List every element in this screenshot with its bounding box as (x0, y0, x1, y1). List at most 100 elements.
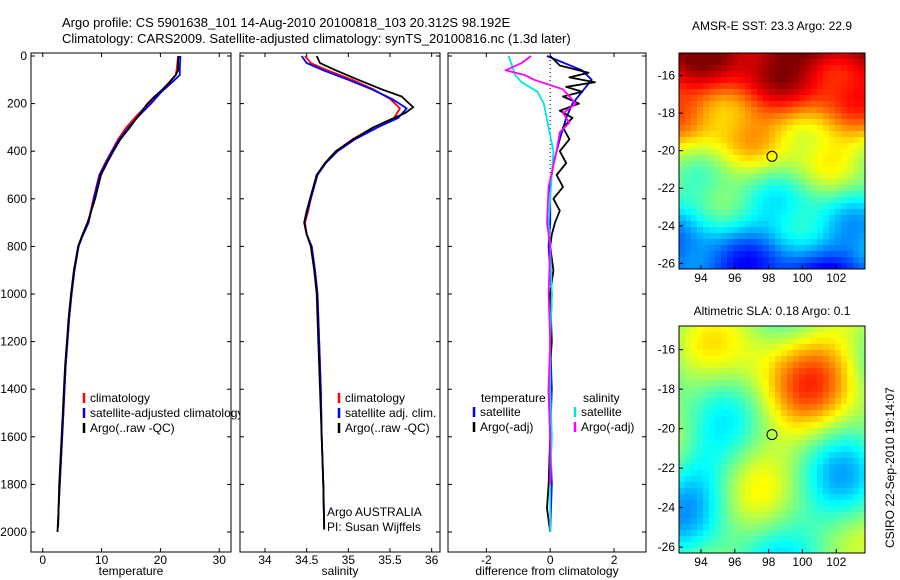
heatmap-cell (823, 83, 830, 90)
heatmap-cell (763, 125, 770, 132)
heatmap-cell (817, 380, 824, 387)
heatmap-cell (781, 524, 788, 531)
heatmap-cell (817, 374, 824, 381)
heatmap-cell (697, 500, 704, 507)
heatmap-cell (763, 107, 770, 114)
heatmap-cell (733, 488, 740, 495)
heatmap-cell (709, 422, 716, 429)
heatmap-cell (709, 332, 716, 339)
heatmap-cell (721, 512, 728, 519)
heatmap-cell (841, 404, 848, 411)
heatmap-cell (721, 257, 728, 264)
heatmap-cell (727, 476, 734, 483)
heatmap-cell (733, 464, 740, 471)
heatmap-cell (691, 77, 698, 84)
heatmap-cell (703, 500, 710, 507)
heatmap-cell (733, 239, 740, 246)
heatmap-cell (721, 227, 728, 234)
heatmap-cell (811, 548, 818, 553)
heatmap-cell (817, 398, 824, 405)
heatmap-cell (745, 362, 752, 369)
heatmap-cell (787, 338, 794, 345)
heatmap-cell (829, 251, 836, 258)
heatmap-cell (787, 446, 794, 453)
heatmap-cell (793, 386, 800, 393)
heatmap-cell (715, 452, 722, 459)
heatmap-cell (739, 107, 746, 114)
heatmap-cell (763, 101, 770, 108)
heatmap-cell (751, 257, 758, 264)
heatmap-cell (679, 524, 686, 531)
heatmap-cell (691, 221, 698, 228)
heatmap-cell (697, 137, 704, 144)
heatmap-cell (691, 95, 698, 102)
heatmap-cell (787, 203, 794, 210)
heatmap-cell (703, 71, 710, 78)
heatmap-cell (817, 434, 824, 441)
heatmap-cell (763, 59, 770, 66)
heatmap-cell (799, 245, 806, 252)
heatmap-cell (805, 251, 812, 258)
heatmap-cell (841, 476, 848, 483)
heatmap-cell (757, 155, 764, 162)
heatmap-cell (721, 197, 728, 204)
heatmap-cell (679, 59, 686, 66)
heatmap-cell (793, 125, 800, 132)
heatmap-cell (817, 77, 824, 84)
heatmap-cell (715, 137, 722, 144)
heatmap-cell (685, 203, 692, 210)
heatmap-cell (703, 326, 710, 333)
heatmap-cell (817, 143, 824, 150)
heatmap-cell (757, 524, 764, 531)
heatmap-cell (739, 548, 746, 553)
heatmap-cell (763, 440, 770, 447)
heatmap-cell (709, 416, 716, 423)
heatmap-cell (745, 344, 752, 351)
heatmap-cell (835, 332, 842, 339)
heatmap-cell (823, 368, 830, 375)
heatmap-cell (769, 143, 776, 150)
heatmap-cell (703, 488, 710, 495)
heatmap-cell (757, 368, 764, 375)
heatmap-cell (781, 131, 788, 138)
heatmap-cell (751, 338, 758, 345)
heatmap-cell (769, 452, 776, 459)
heatmap-cell (799, 410, 806, 417)
heatmap-cell (823, 500, 830, 507)
legend-group-title: temperature (481, 391, 546, 405)
heatmap-cell (727, 209, 734, 216)
heatmap-cell (733, 470, 740, 477)
heatmap-cell (733, 344, 740, 351)
legend-label: satellite adj. clim. (345, 406, 436, 420)
heatmap-cell (709, 53, 716, 60)
heatmap-cell (715, 89, 722, 96)
heatmap-cell (757, 191, 764, 198)
heatmap-cell (739, 221, 746, 228)
heatmap-cell (817, 392, 824, 399)
heatmap-cell (679, 83, 686, 90)
heatmap-cell (787, 524, 794, 531)
heatmap-cell (751, 326, 758, 333)
heatmap-cell (685, 410, 692, 417)
heatmap-cell (835, 518, 842, 525)
heatmap-cell (757, 344, 764, 351)
heatmap-cell (739, 263, 746, 269)
heatmap-cell (823, 524, 830, 531)
heatmap-cell (697, 101, 704, 108)
heatmap-cell (793, 131, 800, 138)
heatmap-cell (781, 332, 788, 339)
heatmap-cell (763, 191, 770, 198)
sst-map-axes: 94 96 98 100 102-16-18-20-22-24-26 (658, 69, 847, 285)
heatmap-cell (829, 221, 836, 228)
heatmap-cell (829, 506, 836, 513)
heatmap-cell (763, 257, 770, 264)
heatmap-cell (697, 356, 704, 363)
heatmap-cell (793, 338, 800, 345)
heatmap-cell (751, 239, 758, 246)
heatmap-cell (775, 416, 782, 423)
heatmap-cell (823, 233, 830, 240)
heatmap-cell (847, 203, 854, 210)
heatmap-cell (739, 71, 746, 78)
heatmap-cell (823, 245, 830, 252)
heatmap-cell (751, 392, 758, 399)
